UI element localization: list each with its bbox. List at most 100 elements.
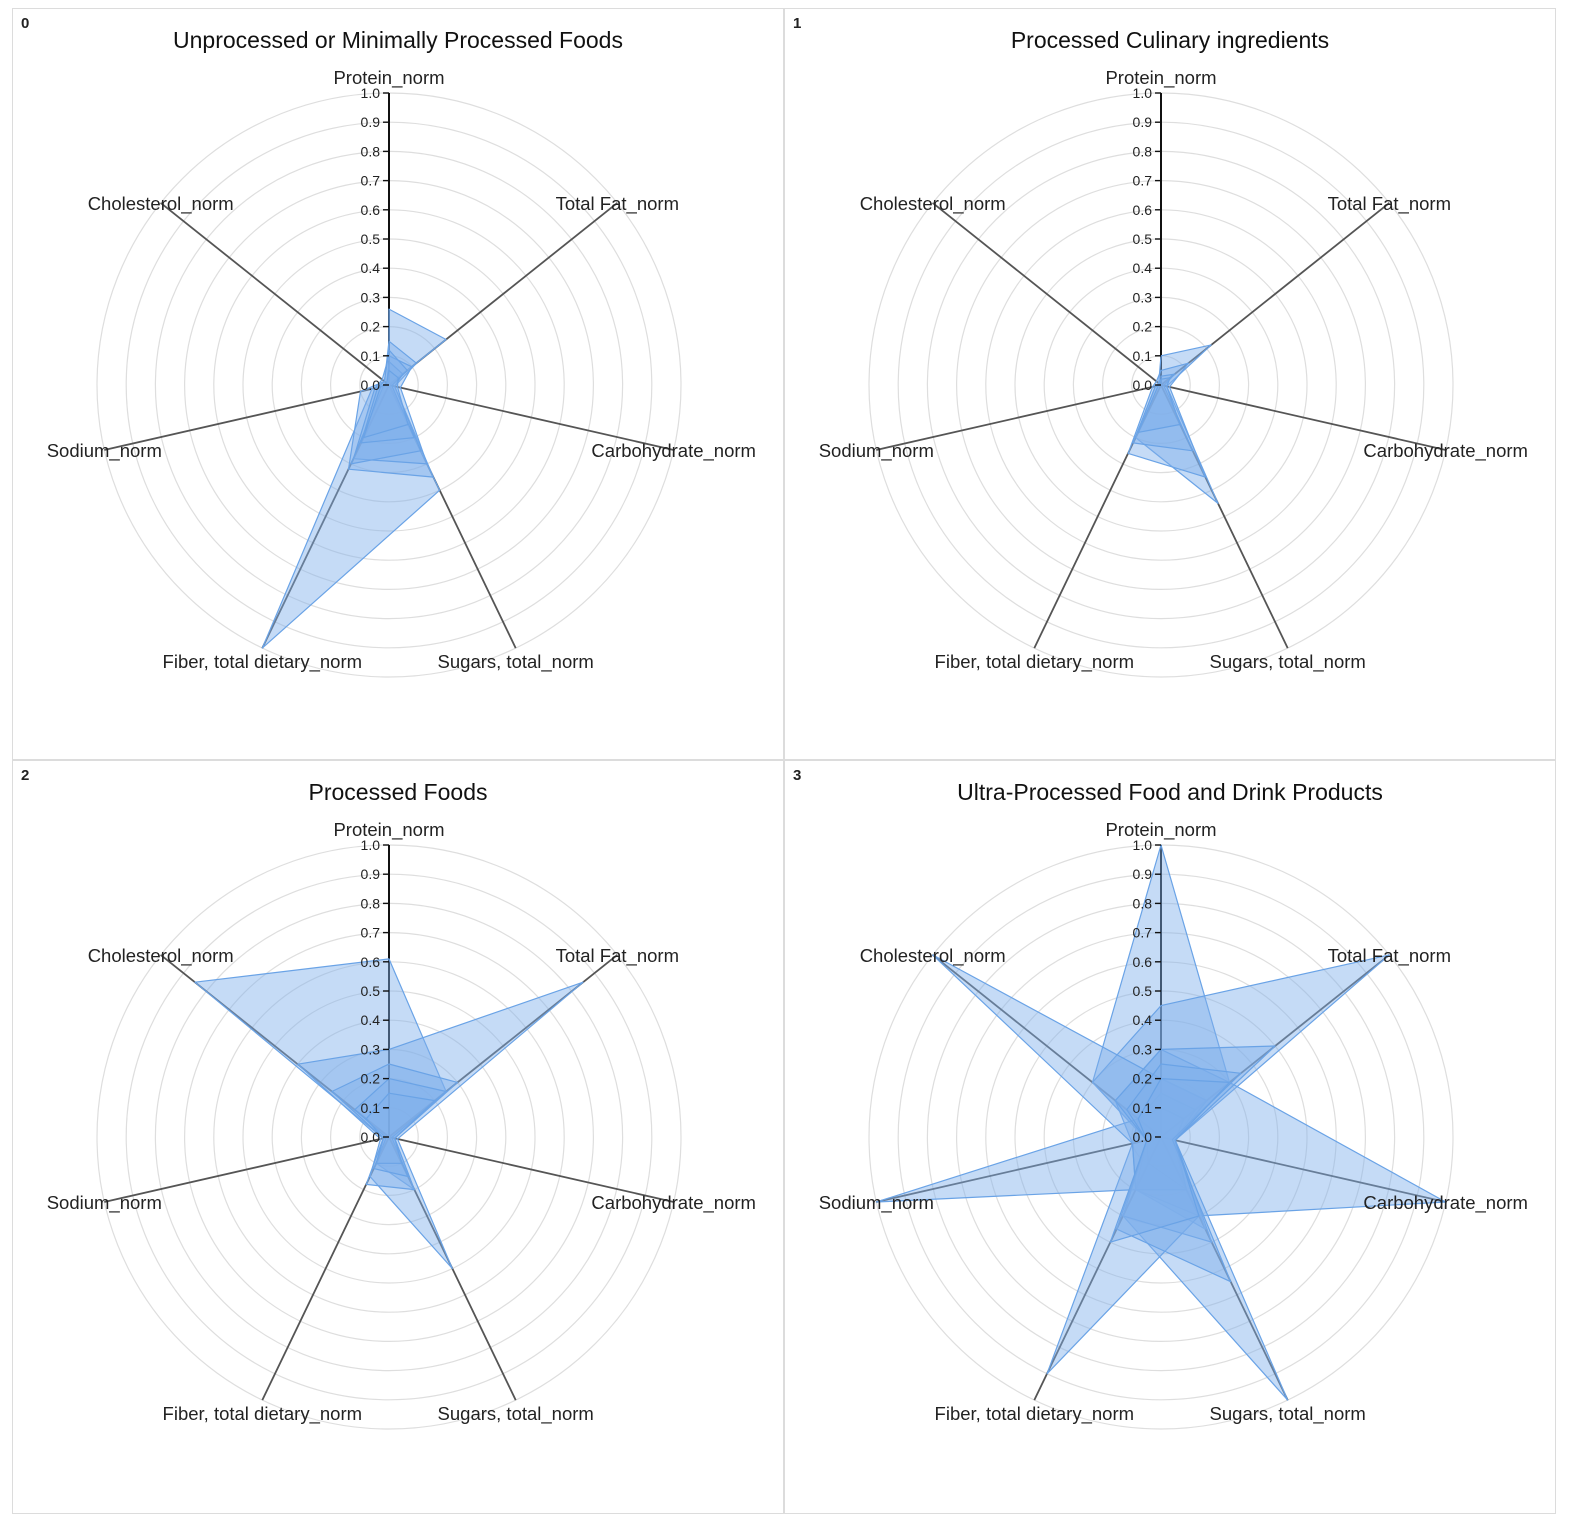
tick-label: 0.8: [1133, 143, 1153, 159]
axis-spoke: [932, 202, 1162, 386]
tick-label: 0.1: [361, 1100, 381, 1116]
axis-label: Sodium_norm: [819, 440, 934, 462]
series-polygon: [1114, 1048, 1447, 1217]
tick-label: 0.8: [361, 895, 381, 911]
panel-index-label: 0: [21, 15, 30, 32]
tick-label: 0.9: [361, 114, 381, 130]
axis-label: Carbohydrate_norm: [591, 440, 756, 462]
series-polygon: [1116, 1063, 1242, 1283]
series-polygon: [360, 349, 415, 444]
axis-spoke: [876, 384, 1162, 451]
panel-index-label: 2: [21, 767, 30, 784]
axis-spoke: [388, 1136, 674, 1203]
axis-label: Sodium_norm: [47, 1192, 162, 1214]
chart-title: Processed Culinary ingredients: [1010, 27, 1330, 53]
axis-spoke: [160, 202, 390, 386]
tick-label: 0.9: [1133, 866, 1153, 882]
tick-label: 0.6: [361, 202, 381, 218]
axis-label: Sugars, total_norm: [438, 651, 594, 673]
tick-label: 0.1: [1133, 348, 1153, 364]
series-polygon: [352, 355, 428, 465]
tick-label: 0.5: [1133, 231, 1153, 247]
panel-index-label: 1: [793, 15, 802, 32]
series-polygon: [347, 340, 434, 478]
tick-label: 0.0: [361, 377, 381, 393]
axis-label: Sugars, total_norm: [1210, 651, 1366, 673]
tick-label: 0.7: [1133, 173, 1153, 189]
axis-spoke: [388, 384, 674, 451]
tick-label: 0.4: [1133, 1012, 1153, 1028]
axis-label: Total Fat_norm: [556, 193, 679, 215]
series-polygon: [1114, 1045, 1276, 1243]
tick-label: 0.8: [1133, 895, 1153, 911]
radar-panel-0: 0 Unprocessed or Minimally Processed Foo…: [12, 8, 784, 760]
axis-label: Protein_norm: [1105, 819, 1216, 841]
tick-label: 0.7: [361, 173, 381, 189]
axis-spoke: [104, 384, 390, 451]
series-polygon: [1046, 1092, 1200, 1375]
tick-label: 0.2: [361, 319, 381, 335]
axis-label: Protein_norm: [333, 819, 444, 841]
axis-spoke: [261, 384, 390, 649]
axis-label: Cholesterol_norm: [88, 945, 234, 967]
tick-label: 0.5: [361, 231, 381, 247]
chart-title: Processed Foods: [308, 779, 488, 805]
panel-index-label: 3: [793, 767, 802, 784]
series-polygon: [1127, 362, 1206, 478]
axis-label: Sodium_norm: [819, 1192, 934, 1214]
radar-chart-svg: 0.0 0.1 0.2 0.3 0.4 0.5 0.6 0.7 0.8 0.9 1.0Protein…: [819, 819, 1528, 1430]
axis-label: Fiber, total dietary_norm: [163, 1403, 362, 1425]
series-polygon: [1137, 377, 1181, 433]
axis-label: Cholesterol_norm: [860, 193, 1006, 215]
tick-label: 0.2: [1133, 1071, 1153, 1087]
tick-label: 1.0: [361, 837, 381, 853]
tick-label: 0.7: [1133, 925, 1153, 941]
axis-spoke: [932, 954, 1162, 1138]
tick-label: 0.8: [361, 143, 381, 159]
axis-label: Sugars, total_norm: [1210, 1403, 1366, 1425]
axis-spoke: [1160, 1136, 1289, 1401]
axis-label: Carbohydrate_norm: [1363, 440, 1528, 462]
axis-label: Fiber, total dietary_norm: [935, 651, 1134, 673]
series-polygon: [1091, 954, 1390, 1230]
tick-label: 0.0: [361, 1129, 381, 1145]
tick-label: 0.3: [1133, 289, 1153, 305]
axis-label: Cholesterol_norm: [88, 193, 234, 215]
tick-label: 0.2: [361, 1071, 381, 1087]
radar-chart-svg: 0.0 0.1 0.2 0.3 0.4 0.5 0.6 0.7 0.8 0.9 1.0Protein…: [819, 67, 1528, 678]
radar-panel-3: 3 Ultra-Processed Food and Drink Product…: [784, 760, 1556, 1514]
axis-label: Carbohydrate_norm: [1363, 1192, 1528, 1214]
tick-label: 0.4: [1133, 260, 1153, 276]
axis-label: Total Fat_norm: [1328, 945, 1451, 967]
tick-label: 0.5: [361, 983, 381, 999]
axis-spoke: [1160, 202, 1390, 386]
tick-label: 0.9: [361, 866, 381, 882]
tick-label: 1.0: [361, 85, 381, 101]
axis-spoke: [876, 1136, 1162, 1203]
series-polygon: [354, 1078, 447, 1178]
axis-label: Total Fat_norm: [1328, 193, 1451, 215]
axis-spoke: [1160, 384, 1289, 649]
radar-panel-1: 1 Processed Culinary ingredients 0.0 0.1 0…: [784, 8, 1556, 760]
tick-label: 0.2: [1133, 319, 1153, 335]
axis-spoke: [1160, 1136, 1446, 1203]
axis-spoke: [104, 1136, 390, 1203]
series-polygon: [297, 981, 584, 1270]
tick-label: 0.1: [361, 348, 381, 364]
series-polygon: [331, 1063, 459, 1191]
tick-label: 0.6: [1133, 954, 1153, 970]
axis-spoke: [1033, 1136, 1162, 1401]
tick-label: 0.6: [1133, 202, 1153, 218]
series-polygon: [363, 369, 409, 439]
tick-label: 0.4: [361, 1012, 381, 1028]
axis-label: Sugars, total_norm: [438, 1403, 594, 1425]
axis-label: Fiber, total dietary_norm: [935, 1403, 1134, 1425]
chart-title: Ultra-Processed Food and Drink Products: [957, 779, 1383, 805]
tick-label: 1.0: [1133, 837, 1153, 853]
tick-label: 0.6: [361, 954, 381, 970]
radar-panel-2: 2 Processed Foods 0.0 0.1 0.2 0.3 0.4 0.5 0.6 0…: [12, 760, 784, 1514]
chart-title: Unprocessed or Minimally Processed Foods: [173, 27, 623, 53]
axis-label: Protein_norm: [1105, 67, 1216, 89]
axis-label: Protein_norm: [333, 67, 444, 89]
tick-label: 0.3: [361, 289, 381, 305]
